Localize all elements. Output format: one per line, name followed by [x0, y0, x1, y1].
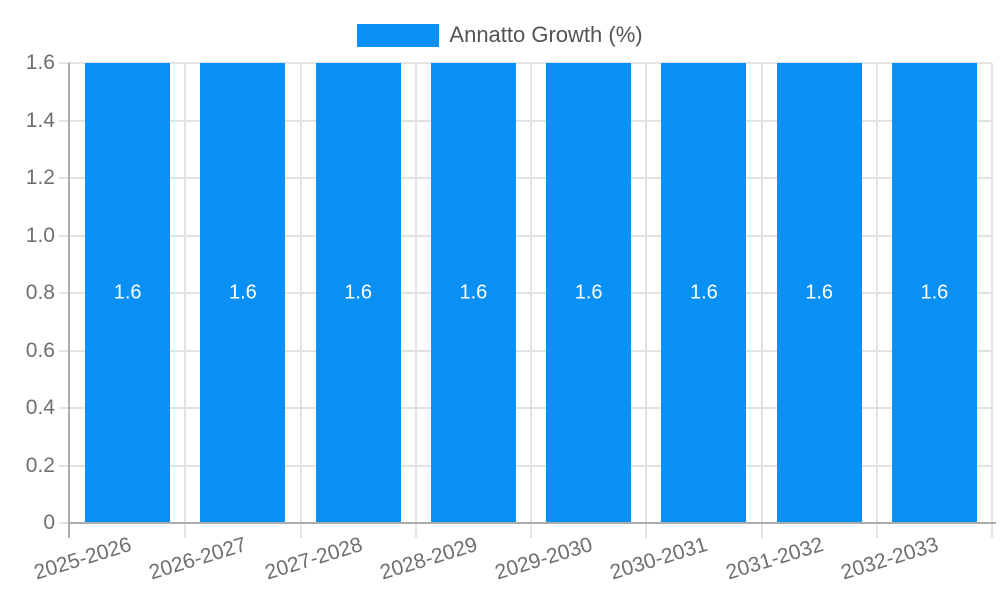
h-gridline [59, 407, 992, 409]
x-tick-label: 2027-2028 [262, 533, 365, 585]
y-axis-line [68, 63, 70, 538]
v-gridline [645, 63, 647, 538]
bar-value-label: 1.6 [574, 281, 603, 304]
x-tick-label: 2031-2032 [723, 533, 826, 585]
bar [85, 63, 171, 523]
x-tick-label: 2030-2031 [607, 533, 711, 585]
bar-value-label: 1.6 [689, 281, 718, 304]
y-tick-label: 1.0 [25, 224, 55, 247]
x-tick-label: 2025-2026 [31, 533, 135, 585]
x-tick-label: 2029-2030 [492, 533, 596, 585]
v-gridline [415, 63, 417, 538]
x-axis-line [68, 522, 996, 524]
bar [315, 63, 401, 523]
y-tick-label: 1.2 [25, 166, 55, 189]
bar [430, 63, 516, 523]
h-gridline [59, 120, 992, 122]
v-gridline [876, 63, 878, 538]
bar-value-label: 1.6 [228, 281, 257, 304]
h-gridline [59, 465, 992, 467]
bar [200, 63, 286, 523]
bar-value-label: 1.6 [920, 281, 949, 304]
y-tick-label: 1.6 [25, 51, 55, 74]
v-gridline [530, 63, 532, 538]
legend-label: Annatto Growth (%) [449, 22, 643, 47]
v-gridline [991, 63, 993, 538]
x-tick-label: 2026-2027 [146, 533, 250, 585]
y-tick-label: 1.4 [25, 109, 55, 132]
legend-swatch [357, 23, 440, 47]
bar-value-label: 1.6 [805, 281, 834, 304]
bar-value-label: 1.6 [344, 281, 373, 304]
h-gridline [59, 235, 992, 237]
y-tick-label: 0.4 [25, 396, 55, 419]
h-gridline [59, 292, 992, 294]
x-tick-label: 2032-2033 [838, 533, 942, 585]
bar [661, 63, 747, 523]
y-tick-label: 0.2 [25, 454, 55, 477]
legend[interactable]: Annatto Growth (%) [0, 22, 1000, 48]
v-gridline [300, 63, 302, 538]
h-gridline [59, 62, 992, 64]
h-gridline [59, 177, 992, 179]
bar [546, 63, 632, 523]
y-tick-label: 0.8 [25, 281, 55, 304]
bar-value-label: 1.6 [113, 281, 142, 304]
y-tick-label: 0.6 [25, 339, 55, 362]
y-tick-label: 0 [43, 511, 55, 534]
v-gridline [761, 63, 763, 538]
bar [776, 63, 862, 523]
bar [891, 63, 977, 523]
v-gridline [184, 63, 186, 538]
h-gridline [59, 350, 992, 352]
x-tick-label: 2028-2029 [377, 533, 481, 585]
bar-value-label: 1.6 [459, 281, 488, 304]
